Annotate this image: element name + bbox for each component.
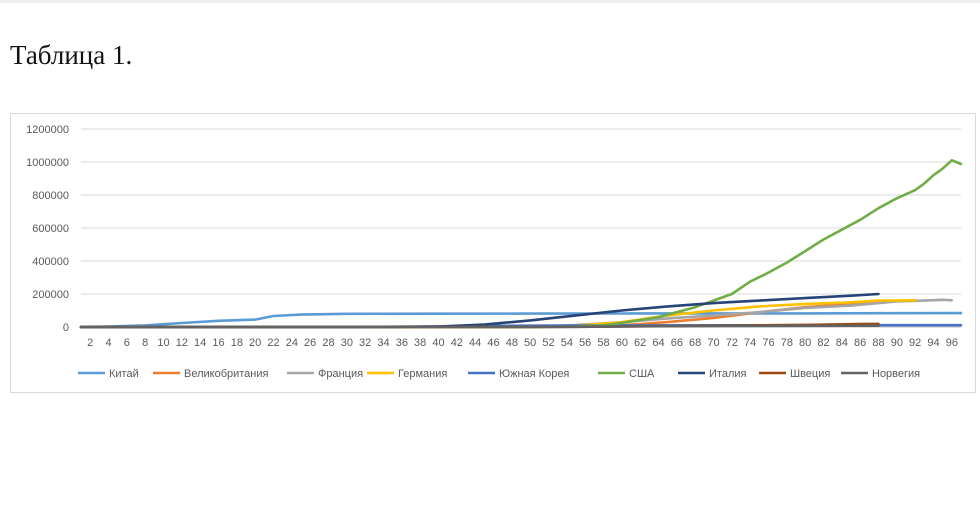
x-tick-label: 82	[817, 337, 829, 349]
x-tick-label: 74	[744, 337, 756, 349]
legend-label: Великобритания	[184, 368, 269, 380]
series-line	[79, 324, 880, 329]
y-tick-label: 1200000	[26, 124, 69, 136]
x-tick-label: 30	[341, 337, 353, 349]
line-chart: 1200000 1000000 800000 600000 400000 200000 0 2…	[26, 124, 963, 380]
x-tick-label: 6	[124, 337, 130, 349]
y-tick-label: 200000	[32, 289, 69, 301]
x-tick-label: 12	[176, 337, 188, 349]
legend-label: Швеция	[790, 368, 830, 380]
x-tick-label: 20	[249, 337, 261, 349]
y-tick-label: 800000	[32, 190, 69, 202]
y-tick-label: 400000	[32, 256, 69, 268]
x-tick-label: 88	[872, 337, 884, 349]
x-tick-label: 58	[597, 337, 609, 349]
y-tick-label: 1000000	[26, 157, 69, 169]
x-tick-label: 66	[671, 337, 683, 349]
legend-label: Франция	[318, 368, 363, 380]
chart-frame: 1200000 1000000 800000 600000 400000 200000 0 2…	[10, 113, 976, 393]
x-tick-label: 96	[946, 337, 958, 349]
x-tick-label: 26	[304, 337, 316, 349]
x-tick-label: 76	[762, 337, 774, 349]
x-tick-label: 28	[322, 337, 334, 349]
x-tick-label: 70	[707, 337, 719, 349]
x-tick-label: 60	[616, 337, 628, 349]
x-tick-label: 56	[579, 337, 591, 349]
x-tick-label: 38	[414, 337, 426, 349]
x-tick-label: 92	[909, 337, 921, 349]
x-tick-label: 34	[377, 337, 389, 349]
x-tick-label: 80	[799, 337, 811, 349]
x-tick-label: 24	[286, 337, 298, 349]
x-tick-label: 50	[524, 337, 536, 349]
legend-label: Китай	[109, 368, 139, 380]
x-tick-label: 84	[836, 337, 848, 349]
x-tick-label: 64	[652, 337, 664, 349]
top-divider	[0, 0, 980, 3]
x-tick-label: 32	[359, 337, 371, 349]
x-tick-label: 40	[432, 337, 444, 349]
x-tick-label: 2	[87, 337, 93, 349]
x-tick-label: 18	[231, 337, 243, 349]
x-tick-label: 86	[854, 337, 866, 349]
x-tick-label: 10	[157, 337, 169, 349]
x-tick-label: 78	[781, 337, 793, 349]
y-tick-label: 0	[63, 322, 69, 334]
x-tick-label: 44	[469, 337, 481, 349]
x-tick-label: 8	[142, 337, 148, 349]
legend-label: США	[629, 368, 655, 380]
x-tick-label: 16	[212, 337, 224, 349]
x-tick-label: 68	[689, 337, 701, 349]
x-tick-label: 14	[194, 337, 206, 349]
legend-label: Италия	[709, 368, 747, 380]
legend-label: Южная Корея	[499, 368, 569, 380]
table-caption: Таблица 1.	[10, 40, 133, 70]
x-tick-label: 48	[506, 337, 518, 349]
x-tick-label: 36	[396, 337, 408, 349]
legend-label: Норвегия	[872, 368, 920, 380]
x-tick-label: 62	[634, 337, 646, 349]
x-tick-label: 52	[542, 337, 554, 349]
y-tick-label: 600000	[32, 223, 69, 235]
x-tick-label: 94	[927, 337, 939, 349]
x-tick-label: 4	[105, 337, 111, 349]
legend-label: Германия	[398, 368, 447, 380]
x-tick-label: 90	[891, 337, 903, 349]
x-tick-label: 46	[487, 337, 499, 349]
x-tick-label: 42	[451, 337, 463, 349]
x-tick-label: 22	[267, 337, 279, 349]
x-tick-label: 54	[561, 337, 573, 349]
series-line	[79, 159, 963, 329]
x-tick-label: 72	[726, 337, 738, 349]
